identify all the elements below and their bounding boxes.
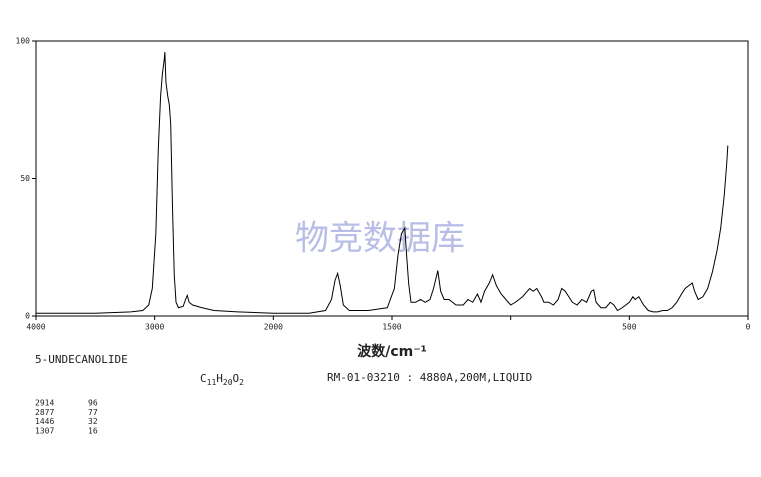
formula: C11H20O2 bbox=[200, 372, 244, 387]
peak-intensity: 32 bbox=[88, 417, 98, 426]
formula-subscript: 11 bbox=[207, 378, 217, 387]
peak-wavenumber: 1307 bbox=[35, 426, 54, 435]
y-tick-label: 50 bbox=[20, 174, 30, 183]
formula-element: H bbox=[216, 372, 223, 385]
y-tick-label: 0 bbox=[25, 312, 30, 321]
compound-name: 5-UNDECANOLIDE bbox=[35, 353, 128, 366]
peak-wavenumber: 2914 bbox=[35, 399, 54, 408]
x-tick-label: 0 bbox=[746, 323, 751, 332]
formula-element: O bbox=[233, 372, 240, 385]
x-tick-label: 2000 bbox=[264, 323, 283, 332]
spectrum-line bbox=[36, 51, 729, 314]
conditions: RM-01-03210 : 4880A,200M,LIQUID bbox=[327, 371, 532, 384]
x-tick-label: 500 bbox=[622, 323, 637, 332]
plot-frame bbox=[35, 40, 749, 317]
peak-intensity: 96 bbox=[88, 399, 98, 408]
x-tick-label: 3000 bbox=[145, 323, 164, 332]
peak-wavenumber: 2877 bbox=[35, 408, 54, 417]
peak-wavenumber: 1446 bbox=[35, 417, 54, 426]
x-tick-label: 4000 bbox=[26, 323, 45, 332]
peak-intensity: 16 bbox=[88, 426, 98, 435]
formula-subscript: 20 bbox=[223, 378, 233, 387]
y-tick-label: 100 bbox=[16, 37, 31, 46]
watermark: 物竞数据库 bbox=[295, 219, 465, 259]
formula-subscript: 2 bbox=[239, 378, 244, 387]
formula-element: C bbox=[200, 372, 207, 385]
peak-intensity: 77 bbox=[88, 408, 98, 417]
x-tick-label: 1500 bbox=[382, 323, 401, 332]
x-axis-label: 波数/cm⁻¹ bbox=[357, 343, 427, 360]
